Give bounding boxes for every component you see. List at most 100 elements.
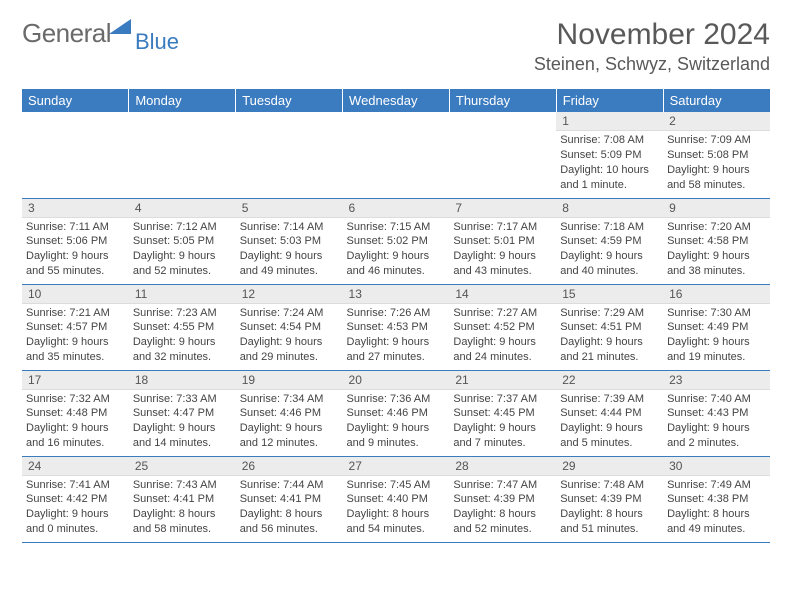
sunset-text: Sunset: 4:47 PM (133, 406, 232, 421)
day-body: Sunrise: 7:39 AMSunset: 4:44 PMDaylight:… (556, 390, 663, 453)
day-body (236, 117, 343, 121)
day-number: 21 (449, 371, 556, 390)
day-body: Sunrise: 7:43 AMSunset: 4:41 PMDaylight:… (129, 476, 236, 539)
day-number: 18 (129, 371, 236, 390)
daylight-text: Daylight: 9 hours and 14 minutes. (133, 421, 232, 451)
daylight-text: Daylight: 9 hours and 7 minutes. (453, 421, 552, 451)
sunrise-text: Sunrise: 7:33 AM (133, 392, 232, 407)
calendar-day-cell: 20Sunrise: 7:36 AMSunset: 4:46 PMDayligh… (343, 370, 450, 456)
daylight-text: Daylight: 10 hours and 1 minute. (560, 163, 659, 193)
day-body: Sunrise: 7:47 AMSunset: 4:39 PMDaylight:… (449, 476, 556, 539)
day-number: 12 (236, 285, 343, 304)
day-number: 9 (663, 199, 770, 218)
calendar-day-cell: 24Sunrise: 7:41 AMSunset: 4:42 PMDayligh… (22, 456, 129, 542)
weekday-header: Friday (556, 89, 663, 112)
day-body: Sunrise: 7:45 AMSunset: 4:40 PMDaylight:… (343, 476, 450, 539)
day-body: Sunrise: 7:36 AMSunset: 4:46 PMDaylight:… (343, 390, 450, 453)
sunset-text: Sunset: 5:01 PM (453, 234, 552, 249)
day-body: Sunrise: 7:26 AMSunset: 4:53 PMDaylight:… (343, 304, 450, 367)
calendar-day-cell: 5Sunrise: 7:14 AMSunset: 5:03 PMDaylight… (236, 198, 343, 284)
day-number: 26 (236, 457, 343, 476)
day-body: Sunrise: 7:30 AMSunset: 4:49 PMDaylight:… (663, 304, 770, 367)
sunrise-text: Sunrise: 7:24 AM (240, 306, 339, 321)
daylight-text: Daylight: 9 hours and 49 minutes. (240, 249, 339, 279)
day-body (343, 117, 450, 121)
day-number: 14 (449, 285, 556, 304)
calendar-day-cell: 4Sunrise: 7:12 AMSunset: 5:05 PMDaylight… (129, 198, 236, 284)
day-number: 30 (663, 457, 770, 476)
daylight-text: Daylight: 9 hours and 38 minutes. (667, 249, 766, 279)
sunrise-text: Sunrise: 7:49 AM (667, 478, 766, 493)
day-number: 23 (663, 371, 770, 390)
daylight-text: Daylight: 9 hours and 32 minutes. (133, 335, 232, 365)
sunrise-text: Sunrise: 7:17 AM (453, 220, 552, 235)
sunset-text: Sunset: 5:06 PM (26, 234, 125, 249)
calendar-day-cell: 15Sunrise: 7:29 AMSunset: 4:51 PMDayligh… (556, 284, 663, 370)
day-body: Sunrise: 7:18 AMSunset: 4:59 PMDaylight:… (556, 218, 663, 281)
day-number: 25 (129, 457, 236, 476)
sunset-text: Sunset: 4:45 PM (453, 406, 552, 421)
day-body: Sunrise: 7:17 AMSunset: 5:01 PMDaylight:… (449, 218, 556, 281)
daylight-text: Daylight: 9 hours and 12 minutes. (240, 421, 339, 451)
sunset-text: Sunset: 4:41 PM (133, 492, 232, 507)
day-body (129, 117, 236, 121)
sunset-text: Sunset: 4:49 PM (667, 320, 766, 335)
daylight-text: Daylight: 9 hours and 2 minutes. (667, 421, 766, 451)
sunset-text: Sunset: 4:39 PM (560, 492, 659, 507)
day-body: Sunrise: 7:41 AMSunset: 4:42 PMDaylight:… (22, 476, 129, 539)
calendar-week-row: 3 Sunrise: 7:11 AMSunset: 5:06 PM Daylight… (22, 198, 770, 284)
sunrise-text: Sunrise: 7:11 AM (26, 220, 125, 235)
daylight-text: Daylight: 9 hours and 40 minutes. (560, 249, 659, 279)
day-number: 10 (22, 285, 129, 304)
daylight-text: Daylight: 8 hours and 54 minutes. (347, 507, 446, 537)
calendar-week-row: 1Sunrise: 7:08 AMSunset: 5:09 PMDaylight… (22, 112, 770, 198)
calendar-day-cell: 8Sunrise: 7:18 AMSunset: 4:59 PMDaylight… (556, 198, 663, 284)
day-number: 4 (129, 199, 236, 218)
calendar-day-cell: 13Sunrise: 7:26 AMSunset: 4:53 PMDayligh… (343, 284, 450, 370)
daylight-text: Daylight: 8 hours and 49 minutes. (667, 507, 766, 537)
calendar-day-cell: 18 Sunrise: 7:33 AMSunset: 4:47 PMDayligh… (129, 370, 236, 456)
daylight-text: Daylight: 8 hours and 51 minutes. (560, 507, 659, 537)
daylight-text: Daylight: 9 hours and 29 minutes. (240, 335, 339, 365)
calendar-day-cell: 21 Sunrise: 7:37 AMSunset: 4:45 PMDayligh… (449, 370, 556, 456)
calendar-day-cell: 14Sunrise: 7:27 AMSunset: 4:52 PMDayligh… (449, 284, 556, 370)
daylight-text: Daylight: 9 hours and 43 minutes. (453, 249, 552, 279)
calendar-week-row: 10Sunrise: 7:21 AMSunset: 4:57 PMDayligh… (22, 284, 770, 370)
logo-text-general: General (22, 18, 111, 49)
location: Steinen, Schwyz, Switzerland (534, 54, 770, 75)
daylight-text: Daylight: 9 hours and 0 minutes. (26, 507, 125, 537)
day-body: Sunrise: 7:40 AMSunset: 4:43 PMDaylight:… (663, 390, 770, 453)
weekday-header: Saturday (663, 89, 770, 112)
daylight-text: Daylight: 9 hours and 5 minutes. (560, 421, 659, 451)
day-body: Sunrise: 7:48 AMSunset: 4:39 PMDaylight:… (556, 476, 663, 539)
sunrise-text: Sunrise: 7:44 AM (240, 478, 339, 493)
day-body: Sunrise: 7:14 AMSunset: 5:03 PMDaylight:… (236, 218, 343, 281)
calendar-day-cell: 7Sunrise: 7:17 AMSunset: 5:01 PMDaylight… (449, 198, 556, 284)
day-body: Sunrise: 7:15 AMSunset: 5:02 PMDaylight:… (343, 218, 450, 281)
sunrise-text: Sunrise: 7:36 AM (347, 392, 446, 407)
sunrise-text: Sunrise: 7:21 AM (26, 306, 125, 321)
calendar-day-cell: 23Sunrise: 7:40 AMSunset: 4:43 PMDayligh… (663, 370, 770, 456)
day-number: 22 (556, 371, 663, 390)
day-number: 29 (556, 457, 663, 476)
daylight-text: Daylight: 8 hours and 56 minutes. (240, 507, 339, 537)
daylight-text: Daylight: 9 hours and 9 minutes. (347, 421, 446, 451)
day-body: Sunrise: 7:32 AMSunset: 4:48 PMDaylight:… (22, 390, 129, 453)
logo-text-blue: Blue (135, 29, 179, 55)
daylight-text: Daylight: 9 hours and 24 minutes. (453, 335, 552, 365)
calendar-day-cell: 2Sunrise: 7:09 AMSunset: 5:08 PMDaylight… (663, 112, 770, 198)
sunrise-text: Sunrise: 7:37 AM (453, 392, 552, 407)
sunrise-text: Sunrise: 7:32 AM (26, 392, 125, 407)
sunrise-text: Sunrise: 7:14 AM (240, 220, 339, 235)
calendar-day-cell: 3Sunrise: 7:11 AMSunset: 5:06 PMDaylight… (22, 198, 129, 284)
daylight-text: Daylight: 9 hours and 21 minutes. (560, 335, 659, 365)
sunset-text: Sunset: 4:52 PM (453, 320, 552, 335)
day-number: 3 (22, 199, 129, 218)
daylight-text: Daylight: 9 hours and 46 minutes. (347, 249, 446, 279)
sunrise-text: Sunrise: 7:08 AM (560, 133, 659, 148)
calendar-day-cell (236, 112, 343, 198)
day-body: Sunrise: 7:44 AMSunset: 4:41 PMDaylight:… (236, 476, 343, 539)
calendar-day-cell: 12Sunrise: 7:24 AMSunset: 4:54 PMDayligh… (236, 284, 343, 370)
calendar-day-cell (129, 112, 236, 198)
title-block: November 2024 Steinen, Schwyz, Switzerla… (534, 18, 770, 75)
